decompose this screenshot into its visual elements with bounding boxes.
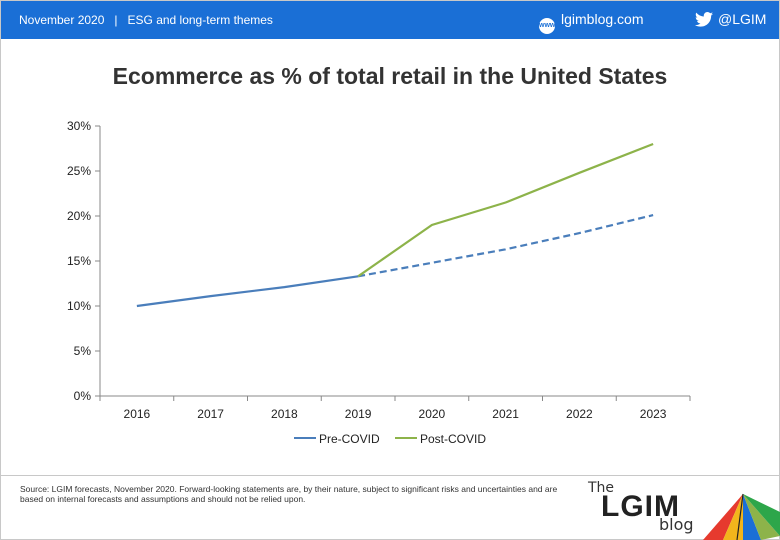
site-link[interactable]: www lgimblog.com bbox=[539, 11, 643, 34]
legend-label-post-covid: Post-COVID bbox=[420, 432, 487, 446]
logo-the: The bbox=[588, 480, 615, 496]
legend-swatch-pre-covid bbox=[293, 437, 316, 439]
header-bar: November 2020 | ESG and long-term themes w… bbox=[1, 1, 779, 39]
legend-swatch-post-covid bbox=[395, 437, 417, 439]
y-tick-label: 10% bbox=[67, 299, 91, 313]
y-tick-label: 5% bbox=[74, 344, 92, 358]
x-tick-label: 2017 bbox=[197, 407, 224, 421]
line-chart: 0% 5% 10% 15% 20% 25% 30% 2016 2017 2018 2019 2020 2… bbox=[67, 119, 691, 421]
site-label: lgimblog.com bbox=[561, 11, 644, 27]
x-tick-label: 2021 bbox=[492, 407, 519, 421]
series-line-pre-covid-forecast bbox=[357, 214, 654, 278]
logo-blog: blog bbox=[659, 515, 694, 534]
header-separator: | bbox=[114, 13, 118, 27]
y-tick-label: 0% bbox=[74, 389, 92, 403]
y-tick-label: 25% bbox=[67, 164, 91, 178]
twitter-link[interactable]: @LGIM bbox=[695, 11, 766, 27]
series-line-pre-covid bbox=[136, 275, 359, 308]
x-tick-label: 2023 bbox=[640, 407, 667, 421]
twitter-bird-icon bbox=[695, 12, 713, 27]
header-left: November 2020 | ESG and long-term themes bbox=[19, 13, 273, 27]
x-tick-label: 2022 bbox=[566, 407, 593, 421]
x-tick-label: 2020 bbox=[419, 407, 446, 421]
header-section: ESG and long-term themes bbox=[127, 13, 273, 27]
source-note: Source: LGIM forecasts, November 2020. F… bbox=[20, 484, 558, 504]
chart-legend: Pre-COVID Post-COVID bbox=[0, 432, 780, 446]
globe-icon: www bbox=[539, 18, 555, 34]
legend-item-post-covid: Post-COVID bbox=[395, 432, 486, 446]
y-tick-label: 15% bbox=[67, 254, 91, 268]
twitter-handle: @LGIM bbox=[718, 11, 767, 27]
y-tick-label: 30% bbox=[67, 119, 91, 133]
x-tick-label: 2016 bbox=[124, 407, 151, 421]
chart-title: Ecommerce as % of total retail in the Un… bbox=[112, 63, 668, 89]
legend-item-pre-covid: Pre-COVID bbox=[293, 432, 380, 446]
x-tick-label: 2018 bbox=[271, 407, 298, 421]
logo-lgim: LGIM bbox=[601, 490, 680, 523]
footer-divider bbox=[1, 475, 779, 476]
y-tick-label: 20% bbox=[67, 209, 91, 223]
legend-label-pre-covid: Pre-COVID bbox=[318, 432, 380, 446]
lgim-blog-logo: The LGIM blog bbox=[585, 480, 780, 540]
header-date: November 2020 bbox=[19, 13, 105, 27]
x-tick-label: 2019 bbox=[345, 407, 372, 421]
umbrella-icon bbox=[703, 493, 780, 540]
series-line-post-covid bbox=[357, 142, 654, 278]
